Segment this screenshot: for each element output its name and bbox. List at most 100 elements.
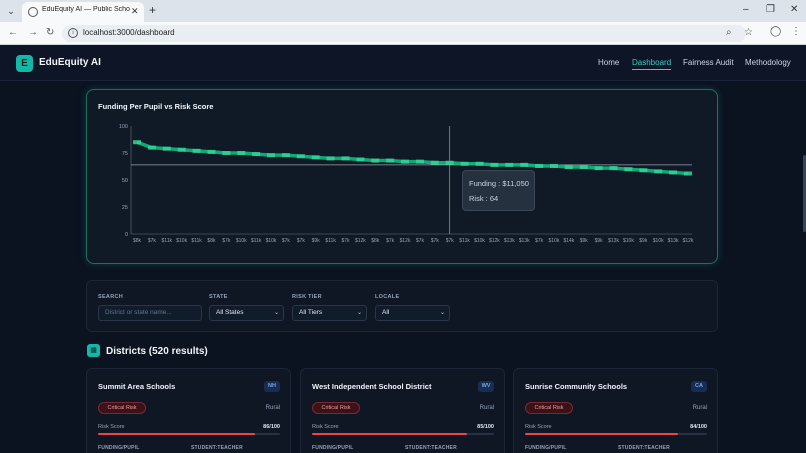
x-tick-label: $14k: [563, 238, 574, 244]
state-badge: CA: [691, 381, 707, 392]
risk-score-label: Risk Score: [312, 424, 339, 430]
tab-search-chevron-icon[interactable]: ⌄: [7, 6, 15, 16]
risk-score-bar: [525, 433, 707, 435]
browser-tab[interactable]: EduEquity AI — Public School F ✕: [22, 2, 144, 22]
x-tick-label: $7k: [148, 238, 157, 244]
data-point: [267, 153, 276, 158]
x-tick-label: $10k: [653, 238, 664, 244]
x-tick-label: $7k: [446, 238, 455, 244]
brand-name[interactable]: EduEquity AI: [39, 57, 101, 68]
data-point: [430, 160, 439, 165]
chevron-down-icon: ⌄: [273, 310, 279, 316]
x-tick-label: $13k: [668, 238, 679, 244]
x-tick-label: $10k: [549, 238, 560, 244]
x-tick-label: $9k: [639, 238, 648, 244]
zoom-icon[interactable]: ⌕: [726, 27, 732, 38]
locale-text: Rural: [479, 405, 494, 411]
data-point: [505, 162, 514, 167]
locale-select-value: All: [382, 309, 390, 316]
x-tick-label: $10k: [236, 238, 247, 244]
data-point: [133, 140, 141, 145]
x-tick-label: $12k: [683, 238, 694, 244]
logo-icon[interactable]: E: [16, 55, 33, 72]
x-tick-label: $11k: [162, 238, 173, 244]
state-badge: WV: [478, 381, 494, 392]
state-select[interactable]: All States ⌄: [209, 305, 284, 321]
locale-select[interactable]: All ⌄: [375, 305, 450, 321]
data-point: [415, 159, 424, 164]
data-point: [624, 167, 633, 172]
new-tab-icon[interactable]: +: [149, 3, 157, 17]
district-card[interactable]: West Independent School District WV Crit…: [300, 368, 505, 453]
site-info-icon[interactable]: i: [68, 28, 78, 38]
y-tick-label: 0: [125, 232, 128, 238]
x-tick-label: $11k: [459, 238, 470, 244]
risk-tier-badge: Critical Risk: [312, 402, 360, 414]
state-badge: NH: [264, 381, 280, 392]
restore-icon[interactable]: ❐: [766, 4, 775, 15]
x-tick-label: $7k: [341, 238, 350, 244]
back-icon[interactable]: ←: [8, 27, 18, 38]
state-select-value: All States: [216, 309, 244, 316]
search-input[interactable]: District or state name...: [98, 305, 202, 321]
x-tick-label: $11k: [251, 238, 262, 244]
data-point: [594, 166, 603, 171]
reload-icon[interactable]: ↻: [46, 27, 55, 38]
forward-icon[interactable]: →: [28, 27, 38, 38]
bookmark-star-icon[interactable]: ☆: [744, 27, 753, 38]
y-tick-label: 50: [122, 178, 128, 184]
locale-label: LOCALE: [375, 294, 400, 300]
page-scrollbar[interactable]: [803, 155, 806, 232]
data-point: [341, 156, 350, 161]
data-point: [192, 148, 201, 153]
close-window-icon[interactable]: ✕: [790, 4, 799, 15]
district-card[interactable]: Sunrise Community Schools CA Critical Ri…: [513, 368, 718, 453]
data-point: [639, 168, 648, 173]
ratio-label: STUDENT:TEACHER: [191, 445, 243, 451]
data-point: [162, 146, 171, 151]
profile-icon[interactable]: ◯: [770, 26, 782, 37]
x-tick-label: $13k: [504, 238, 515, 244]
state-label: STATE: [209, 294, 228, 300]
x-tick-label: $7k: [282, 238, 291, 244]
risk-tier-select[interactable]: All Tiers ⌄: [292, 305, 367, 321]
data-point: [669, 170, 678, 175]
district-card[interactable]: Summit Area Schools NH Critical Risk Rur…: [86, 368, 291, 453]
globe-icon: [28, 7, 38, 17]
minimize-icon[interactable]: –: [743, 4, 749, 15]
x-tick-label: $10k: [623, 238, 634, 244]
data-point: [564, 165, 573, 170]
chart-tooltip: Funding : $11,050 Risk : 64: [462, 170, 535, 211]
district-name: West Independent School District: [312, 382, 432, 391]
menu-kebab-icon[interactable]: ⋮: [791, 26, 801, 37]
x-tick-label: $8k: [133, 238, 142, 244]
risk-score-bar: [312, 433, 494, 435]
data-point: [237, 151, 246, 155]
nav-link-methodology[interactable]: Methodology: [745, 58, 791, 67]
y-tick-label: 100: [119, 124, 128, 130]
x-tick-label: $8k: [371, 238, 380, 244]
x-tick-label: $12k: [355, 238, 366, 244]
data-point: [296, 154, 305, 159]
nav-link-dashboard[interactable]: Dashboard: [632, 58, 672, 70]
nav-link-fairness-audit[interactable]: Fairness Audit: [683, 58, 734, 67]
risk-score-fill: [525, 433, 678, 435]
search-label: SEARCH: [98, 294, 124, 300]
data-point: [609, 166, 618, 171]
data-point: [535, 163, 544, 168]
data-point: [177, 147, 186, 152]
url-field[interactable]: i localhost:3000/dashboard ⌕ ☆: [62, 25, 753, 42]
x-tick-label: $9k: [595, 238, 604, 244]
nav-link-home[interactable]: Home: [598, 58, 620, 67]
data-point: [401, 159, 410, 164]
x-tick-label: $7k: [297, 238, 306, 244]
risk-score-label: Risk Score: [98, 424, 125, 430]
close-tab-icon[interactable]: ✕: [131, 6, 139, 16]
chevron-down-icon: ⌄: [439, 310, 445, 316]
x-tick-label: $7k: [535, 238, 544, 244]
y-tick-label: 75: [122, 151, 128, 157]
funding-label: FUNDING/PUPIL: [525, 445, 567, 451]
data-point: [490, 162, 499, 167]
data-point: [326, 156, 335, 161]
